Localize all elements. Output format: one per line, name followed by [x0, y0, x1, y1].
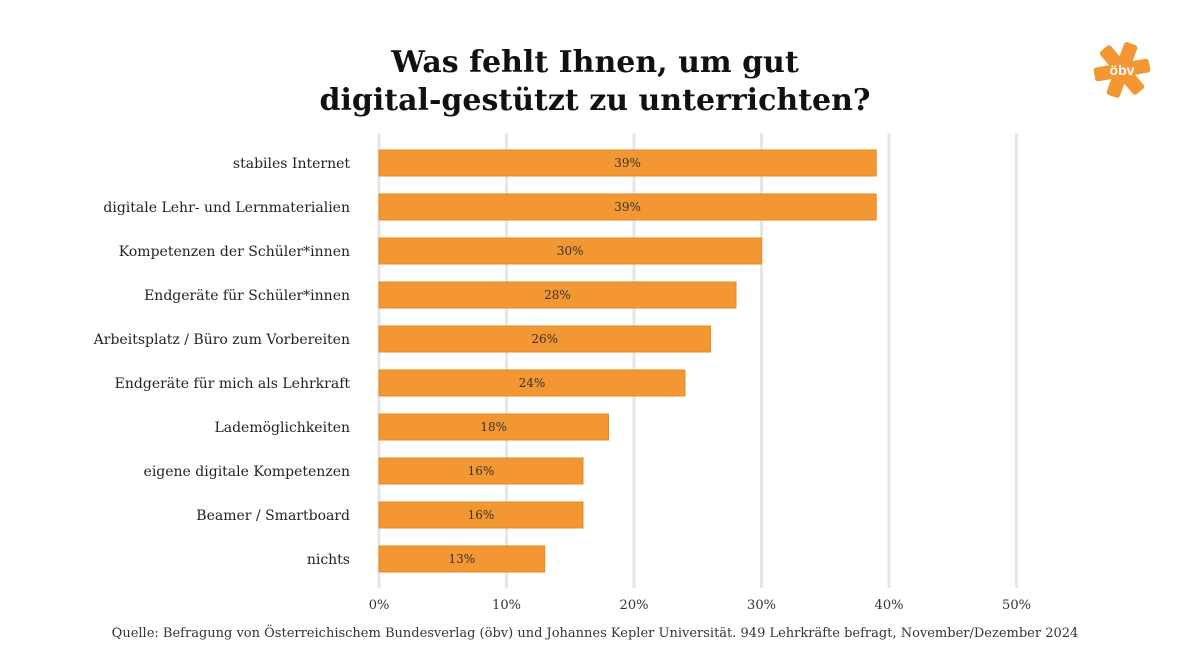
- category-label-3: Endgeräte für Schüler*innen: [144, 288, 350, 304]
- oebv-logo-text: öbv: [1110, 62, 1135, 78]
- bar-9: [378, 545, 546, 573]
- chart-title: Was fehlt Ihnen, um gut digital-gestützt…: [0, 44, 1190, 120]
- category-label-1: digitale Lehr- und Lernmaterialien: [103, 200, 350, 216]
- category-label-0: stabiles Internet: [233, 156, 350, 172]
- chart-title-line-2: digital-gestützt zu unterrichten?: [319, 83, 871, 118]
- x-tick-label-0: 0%: [369, 598, 390, 613]
- x-tick-label-10: 10%: [492, 598, 521, 613]
- bar-3: [378, 281, 737, 309]
- value-label-5: 24%: [519, 376, 546, 390]
- source-note: Quelle: Befragung von Österreichischem B…: [111, 626, 1079, 641]
- bar-0: [378, 149, 877, 177]
- bar-2: [378, 237, 762, 265]
- category-label-7: eigene digitale Kompetenzen: [144, 464, 350, 480]
- oebv-logo: öbv: [1093, 42, 1151, 98]
- value-label-4: 26%: [531, 332, 558, 346]
- bar-7: [378, 457, 584, 485]
- bar-8: [378, 501, 584, 529]
- value-label-9: 13%: [449, 552, 476, 566]
- category-label-6: Lademöglichkeiten: [214, 420, 350, 436]
- bar-4: [378, 325, 711, 353]
- value-label-6: 18%: [480, 420, 507, 434]
- category-label-4: Arbeitsplatz / Büro zum Vorbereiten: [93, 332, 350, 348]
- category-label-9: nichts: [307, 552, 350, 568]
- oebv-logo-star: [1093, 42, 1151, 98]
- value-label-3: 28%: [544, 288, 571, 302]
- x-tick-label-50: 50%: [1002, 598, 1031, 613]
- value-label-7: 16%: [468, 464, 495, 478]
- x-tick-label-30: 30%: [747, 598, 776, 613]
- chart-title-line-1: Was fehlt Ihnen, um gut: [391, 45, 799, 80]
- bar-6: [378, 413, 609, 441]
- value-label-8: 16%: [468, 508, 495, 522]
- bar-5: [378, 369, 686, 397]
- category-label-2: Kompetenzen der Schüler*innen: [119, 244, 350, 260]
- value-label-2: 30%: [557, 244, 584, 258]
- category-label-5: Endgeräte für mich als Lehrkraft: [115, 376, 351, 392]
- x-tick-label-20: 20%: [620, 598, 649, 613]
- x-tick-label-40: 40%: [875, 598, 904, 613]
- value-label-1: 39%: [614, 200, 641, 214]
- bar-1: [378, 193, 877, 221]
- value-label-0: 39%: [614, 156, 641, 170]
- category-label-8: Beamer / Smartboard: [196, 508, 350, 524]
